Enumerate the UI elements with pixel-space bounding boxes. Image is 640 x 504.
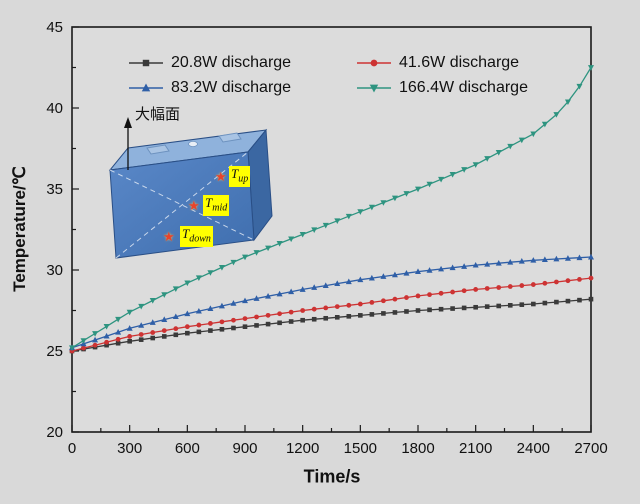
legend-label: 83.2W discharge xyxy=(171,79,292,96)
svg-text:35: 35 xyxy=(46,181,63,198)
legend-item-83-2w: 83.2W discharge xyxy=(128,79,356,97)
svg-text:40: 40 xyxy=(46,100,63,117)
battery-vent xyxy=(188,141,198,148)
svg-text:45: 45 xyxy=(46,19,63,36)
battery-terminal-right xyxy=(218,132,242,143)
battery-diagram xyxy=(108,117,273,259)
svg-text:0: 0 xyxy=(68,440,76,457)
svg-text:1200: 1200 xyxy=(286,440,319,457)
svg-text:2400: 2400 xyxy=(517,440,550,457)
x-axis-title: Time/s xyxy=(303,466,361,487)
legend-item-166-4w: 166.4W discharge xyxy=(356,79,584,97)
legend-item-41-6w: 41.6W discharge xyxy=(356,54,584,72)
y-axis-title: Temperature/℃ xyxy=(10,166,29,292)
sensor-star-down-icon: ★ xyxy=(163,229,175,244)
legend-label: 20.8W discharge xyxy=(171,54,292,71)
arrow-head-icon xyxy=(124,117,132,128)
legend-marker-triangle-up-icon xyxy=(129,83,163,92)
sensor-label-t-down: Tdown xyxy=(180,226,213,247)
svg-text:2700: 2700 xyxy=(574,440,607,457)
diagonal-dashed-line xyxy=(115,151,249,259)
sensor-label-t-mid: Tmid xyxy=(203,195,230,216)
svg-text:2100: 2100 xyxy=(459,440,492,457)
legend-marker-triangle-down-icon xyxy=(357,84,391,93)
large-face-label: 大幅面 xyxy=(135,106,181,123)
legend: 20.8W discharge 41.6W discharge 83.2W di… xyxy=(128,54,584,97)
battery-terminal-left xyxy=(146,144,170,155)
svg-text:900: 900 xyxy=(232,440,257,457)
svg-text:600: 600 xyxy=(175,440,200,457)
sensor-star-up-icon: ★ xyxy=(215,169,227,184)
battery-inset: 大幅面 ★ ★ ★ Tup Tmid Tdown xyxy=(95,100,287,285)
svg-text:1800: 1800 xyxy=(401,440,434,457)
legend-marker-circle-icon xyxy=(357,59,391,67)
legend-marker-square-icon xyxy=(129,59,163,67)
svg-text:300: 300 xyxy=(117,440,142,457)
svg-text:20: 20 xyxy=(46,424,63,441)
svg-text:30: 30 xyxy=(46,262,63,279)
svg-text:25: 25 xyxy=(46,343,63,360)
svg-text:1500: 1500 xyxy=(344,440,377,457)
legend-label: 166.4W discharge xyxy=(399,79,528,96)
legend-label: 41.6W discharge xyxy=(399,54,520,71)
sensor-label-t-up: Tup xyxy=(229,166,251,187)
legend-item-20-8w: 20.8W discharge xyxy=(128,54,356,72)
sensor-star-mid-icon: ★ xyxy=(188,198,200,213)
